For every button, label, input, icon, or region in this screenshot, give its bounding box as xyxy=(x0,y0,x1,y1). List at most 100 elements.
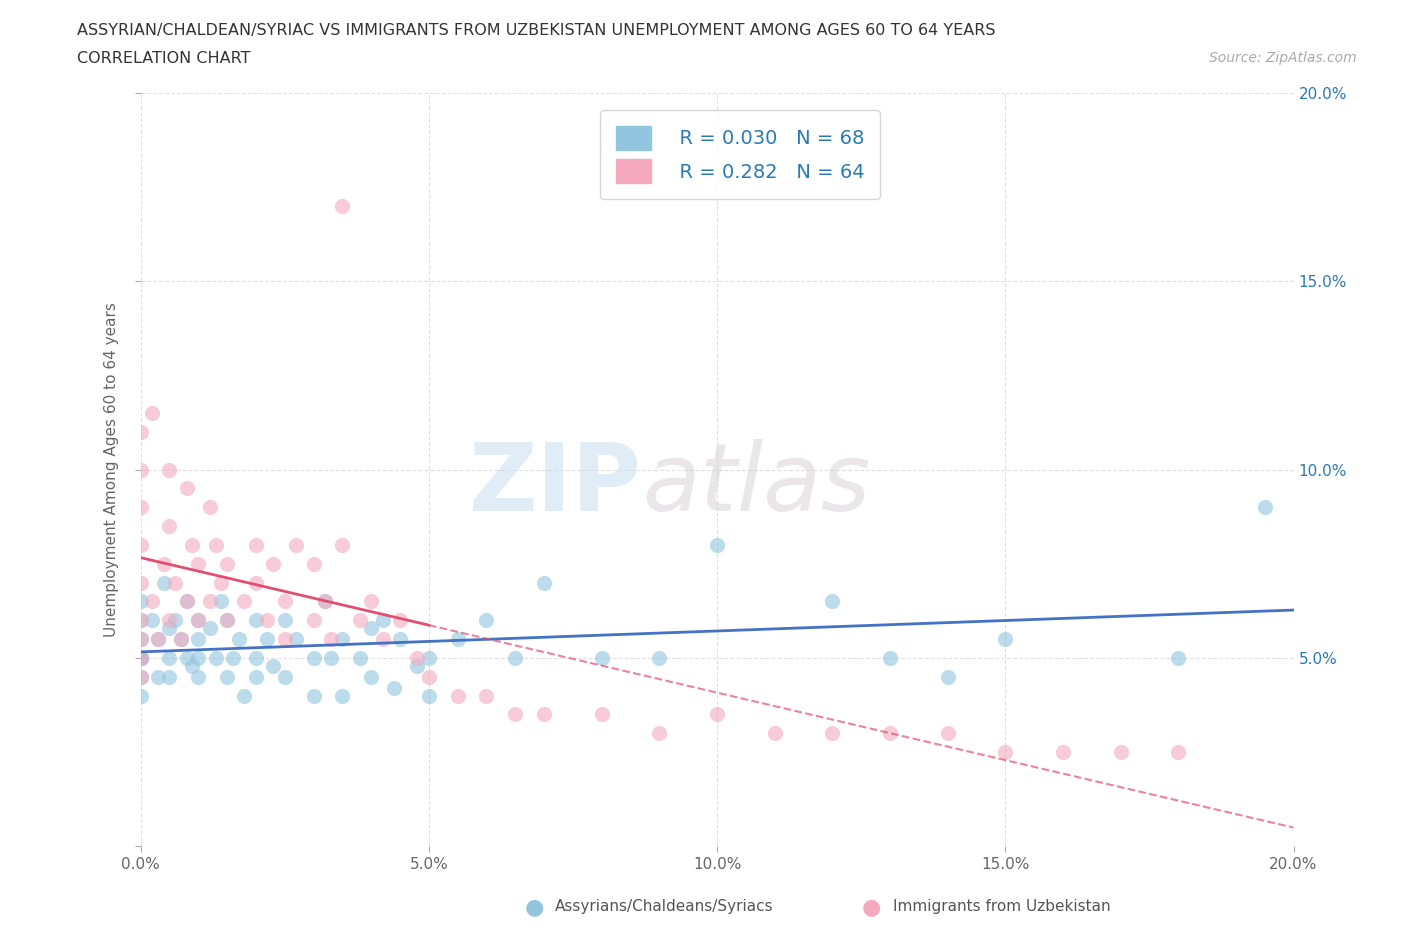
Point xyxy=(187,670,209,684)
Point xyxy=(129,613,152,628)
Point xyxy=(187,651,209,666)
Point xyxy=(533,575,555,591)
Point xyxy=(332,631,354,646)
Point xyxy=(129,670,152,684)
Point xyxy=(447,631,470,646)
Point xyxy=(222,651,245,666)
Point xyxy=(129,594,152,609)
Text: Immigrants from Uzbekistan: Immigrants from Uzbekistan xyxy=(893,899,1111,914)
Point xyxy=(129,538,152,552)
Point xyxy=(217,670,239,684)
Text: ●: ● xyxy=(524,897,544,917)
Point xyxy=(319,651,342,666)
Point xyxy=(406,651,429,666)
Text: ASSYRIAN/CHALDEAN/SYRIAC VS IMMIGRANTS FROM UZBEKISTAN UNEMPLOYMENT AMONG AGES 6: ASSYRIAN/CHALDEAN/SYRIAC VS IMMIGRANTS F… xyxy=(77,23,995,38)
Point xyxy=(141,594,163,609)
Point xyxy=(591,651,613,666)
Point xyxy=(349,613,371,628)
Point xyxy=(332,688,354,703)
Point xyxy=(1109,745,1132,760)
Point xyxy=(181,658,204,673)
Point xyxy=(821,594,844,609)
Point xyxy=(447,688,470,703)
Point xyxy=(332,538,354,552)
Point xyxy=(129,651,152,666)
Text: CORRELATION CHART: CORRELATION CHART xyxy=(77,51,250,66)
Point xyxy=(302,613,325,628)
Point xyxy=(648,726,671,741)
Point xyxy=(217,613,239,628)
Point xyxy=(302,556,325,571)
Point xyxy=(159,620,180,635)
Point xyxy=(245,651,267,666)
Point xyxy=(388,613,411,628)
Point xyxy=(388,631,411,646)
Point xyxy=(129,651,152,666)
Text: atlas: atlas xyxy=(643,439,870,530)
Point xyxy=(146,670,169,684)
Point xyxy=(159,670,180,684)
Point xyxy=(198,620,221,635)
Point xyxy=(1167,651,1189,666)
Point xyxy=(256,631,278,646)
Y-axis label: Unemployment Among Ages 60 to 64 years: Unemployment Among Ages 60 to 64 years xyxy=(104,302,120,637)
Point xyxy=(129,631,152,646)
Point xyxy=(129,688,152,703)
Point xyxy=(233,594,256,609)
Point xyxy=(159,462,180,477)
Point xyxy=(245,538,267,552)
Point xyxy=(591,707,613,722)
Point xyxy=(209,575,232,591)
Point xyxy=(302,688,325,703)
Point xyxy=(418,651,440,666)
Point xyxy=(245,575,267,591)
Point xyxy=(198,500,221,515)
Point xyxy=(159,519,180,534)
Point xyxy=(129,575,152,591)
Point xyxy=(176,594,198,609)
Point xyxy=(274,613,297,628)
Point xyxy=(503,651,526,666)
Point xyxy=(187,613,209,628)
Point xyxy=(406,658,429,673)
Point xyxy=(533,707,555,722)
Point xyxy=(129,500,152,515)
Point xyxy=(187,556,209,571)
Point xyxy=(319,631,342,646)
Text: Source: ZipAtlas.com: Source: ZipAtlas.com xyxy=(1209,51,1357,65)
Point xyxy=(176,651,198,666)
Point xyxy=(129,462,152,477)
Point xyxy=(1167,745,1189,760)
Point xyxy=(1254,500,1277,515)
Point xyxy=(274,594,297,609)
Point xyxy=(274,631,297,646)
Text: Assyrians/Chaldeans/Syriacs: Assyrians/Chaldeans/Syriacs xyxy=(555,899,773,914)
Point xyxy=(165,613,187,628)
Point xyxy=(371,613,394,628)
Point xyxy=(187,631,209,646)
Point xyxy=(176,594,198,609)
Point xyxy=(129,631,152,646)
Point xyxy=(936,670,959,684)
Point xyxy=(879,726,901,741)
Point xyxy=(936,726,959,741)
Text: ZIP: ZIP xyxy=(470,439,643,531)
Point xyxy=(159,651,180,666)
Point xyxy=(371,631,394,646)
Point xyxy=(360,670,382,684)
Point xyxy=(233,688,256,703)
Point xyxy=(994,631,1017,646)
Point xyxy=(165,575,187,591)
Point xyxy=(152,556,174,571)
Point xyxy=(204,651,226,666)
Point xyxy=(648,651,671,666)
Point xyxy=(262,658,284,673)
Point xyxy=(129,670,152,684)
Point xyxy=(382,681,405,696)
Point xyxy=(418,688,440,703)
Point xyxy=(332,199,354,214)
Text: ●: ● xyxy=(862,897,882,917)
Point xyxy=(245,670,267,684)
Point xyxy=(360,594,382,609)
Point xyxy=(198,594,221,609)
